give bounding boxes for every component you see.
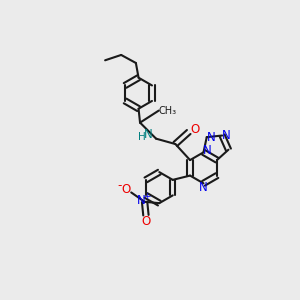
Text: +: + <box>143 192 151 201</box>
Text: N: N <box>199 181 208 194</box>
Text: N: N <box>143 128 152 141</box>
Text: N: N <box>203 144 212 157</box>
Text: O: O <box>121 183 130 196</box>
Text: O: O <box>190 123 200 136</box>
Text: N: N <box>136 194 146 207</box>
Text: H: H <box>138 132 146 142</box>
Text: O: O <box>141 214 151 228</box>
Text: -: - <box>118 179 122 192</box>
Text: N: N <box>222 129 231 142</box>
Text: N: N <box>207 130 216 144</box>
Text: CH₃: CH₃ <box>158 106 176 116</box>
